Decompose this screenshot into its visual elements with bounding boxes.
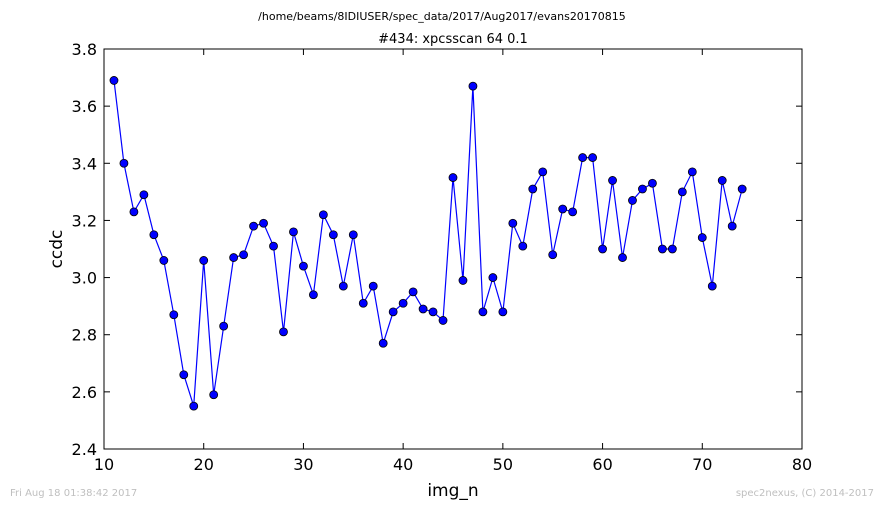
data-point — [348, 230, 358, 240]
data-point — [259, 218, 268, 228]
data-point — [648, 178, 657, 188]
data-point — [199, 256, 209, 265]
data-point — [628, 196, 637, 205]
data-point — [249, 221, 258, 231]
data-point — [129, 207, 139, 217]
y-axis-label: ccdc — [47, 230, 67, 269]
data-point — [687, 167, 697, 177]
data-point — [737, 184, 747, 194]
data-point — [109, 76, 119, 85]
x-tick-label: 70 — [692, 455, 712, 474]
x-tick-label: 20 — [194, 455, 214, 474]
data-point — [398, 298, 408, 308]
data-point — [299, 261, 308, 271]
data-point — [528, 184, 538, 194]
data-point — [538, 167, 548, 177]
data-point — [458, 276, 468, 285]
x-tick-label: 40 — [393, 455, 413, 474]
data-point — [318, 210, 328, 220]
data-point — [468, 81, 478, 91]
data-point — [308, 290, 318, 300]
data-point — [139, 190, 149, 200]
data-point — [658, 244, 667, 254]
data-point — [558, 204, 568, 214]
data-point — [717, 176, 727, 185]
data-point — [279, 327, 288, 337]
data-point — [697, 233, 707, 242]
data-point — [239, 250, 249, 260]
data-point — [408, 287, 418, 297]
x-tick-label: 30 — [293, 455, 313, 474]
x-tick-label: 10 — [94, 455, 114, 474]
x-tick-label: 80 — [792, 455, 812, 474]
data-point — [358, 298, 368, 308]
data-point — [179, 370, 189, 380]
data-point — [378, 338, 388, 348]
data-point — [149, 230, 159, 240]
data-point — [548, 250, 558, 260]
data-point — [338, 281, 348, 291]
data-point — [159, 256, 169, 265]
x-tick-label: 50 — [493, 455, 513, 474]
data-point — [508, 218, 518, 228]
data-point — [418, 304, 428, 314]
data-point — [588, 153, 597, 162]
data-point — [618, 253, 627, 262]
data-point — [189, 401, 199, 411]
data-point — [219, 321, 229, 331]
data-point — [328, 230, 338, 240]
data-point — [578, 153, 588, 162]
x-axis-label: img_n — [427, 481, 478, 501]
y-tick-label: 2.8 — [72, 326, 97, 345]
data-point — [289, 227, 298, 237]
data-point — [488, 273, 498, 282]
plot-title: #434: xpcsscan 64 0.1 — [378, 32, 528, 47]
data-point — [428, 307, 438, 317]
data-point — [498, 307, 508, 317]
y-tick-label: 3.6 — [72, 97, 97, 116]
data-series — [109, 76, 747, 411]
data-point — [438, 316, 448, 325]
data-point — [638, 184, 647, 194]
data-point — [229, 253, 239, 262]
axis-ticks: 10 20 30 40 50 60 70 80 2.4 2.6 2.8 3.0 3.2 3.4 3.6 3.8 — [72, 40, 813, 474]
data-point — [478, 307, 488, 317]
plot-area — [103, 48, 803, 450]
data-point — [608, 176, 617, 185]
y-tick-label: 3.8 — [72, 40, 97, 59]
data-point — [707, 281, 717, 291]
y-tick-label: 2.4 — [72, 440, 97, 459]
data-point — [169, 310, 179, 320]
y-tick-label: 2.6 — [72, 383, 97, 402]
data-point — [677, 187, 687, 197]
data-point — [388, 307, 398, 317]
data-point — [568, 207, 578, 217]
data-point — [119, 158, 129, 168]
figure-suptitle: /home/beams/8IDIUSER/spec_data/2017/Aug2… — [258, 10, 626, 23]
y-tick-label: 3.0 — [72, 269, 97, 288]
x-tick-label: 60 — [592, 455, 612, 474]
data-point — [727, 221, 737, 231]
data-point — [518, 241, 528, 251]
data-point — [598, 244, 607, 254]
credit: spec2nexus, (C) 2014-2017 — [735, 488, 874, 499]
data-point — [368, 281, 378, 291]
data-point — [209, 390, 219, 400]
timestamp: Fri Aug 18 01:38:42 2017 — [10, 488, 138, 499]
y-tick-label: 3.4 — [72, 154, 97, 173]
y-tick-label: 3.2 — [72, 211, 97, 230]
data-point — [269, 241, 278, 251]
series-line — [113, 80, 743, 407]
data-point — [667, 244, 677, 254]
data-point — [448, 173, 458, 182]
